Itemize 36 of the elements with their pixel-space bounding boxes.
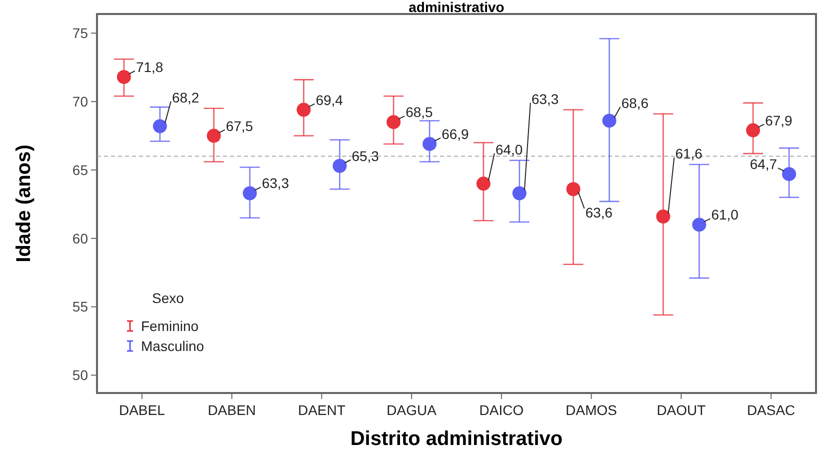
- x-axis-title: Distrito administrativo: [350, 428, 563, 450]
- data-label: 65,3: [352, 148, 380, 164]
- x-tick-label: DAGUA: [386, 402, 438, 418]
- data-label: 68,2: [172, 89, 200, 106]
- data-label: 67,5: [226, 118, 254, 134]
- data-label: 69,4: [316, 92, 344, 108]
- y-tick-label: 65: [72, 162, 88, 178]
- x-tick-label: DAENT: [298, 402, 346, 418]
- y-tick-label: 60: [72, 230, 88, 246]
- data-label: 68,6: [621, 94, 649, 111]
- x-tick-label: DAMOS: [566, 402, 617, 418]
- x-tick-label: DASAC: [746, 402, 796, 418]
- data-label: 61,6: [675, 146, 703, 162]
- data-label: 63,6: [585, 204, 613, 220]
- y-tick-label: 75: [72, 25, 88, 42]
- data-label: 68,5: [406, 104, 434, 120]
- y-tick-label: 70: [72, 93, 88, 110]
- data-label: 63,3: [262, 175, 290, 192]
- legend-label: Masculino: [141, 338, 204, 354]
- data-label: 71,8: [136, 58, 164, 75]
- chart-title: administrativo: [408, 0, 504, 15]
- x-tick-label: DABEL: [118, 402, 166, 418]
- data-label: 64,0: [495, 141, 523, 158]
- y-tick-label: 50: [72, 367, 88, 384]
- data-label: 63,3: [531, 90, 559, 107]
- data-label: 64,7: [750, 156, 778, 172]
- data-label: 66,9: [442, 126, 470, 142]
- x-tick-label: DAOUT: [656, 402, 706, 418]
- data-label: 67,9: [765, 112, 793, 128]
- legend-label: Feminino: [141, 318, 199, 334]
- data-label: 61,0: [711, 206, 739, 223]
- y-tick-label: 55: [72, 298, 88, 315]
- x-tick-label: DAICO: [479, 402, 524, 418]
- x-tick-label: DABEN: [208, 402, 256, 418]
- legend-title: Sexo: [152, 290, 184, 306]
- y-axis-title: Idade (anos): [13, 144, 35, 262]
